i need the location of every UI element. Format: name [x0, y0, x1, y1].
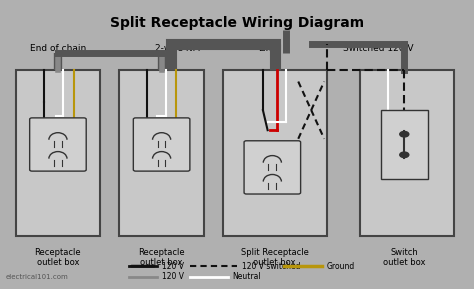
Text: 120 V: 120 V	[162, 262, 183, 271]
Text: 2-wire NM: 2-wire NM	[155, 44, 201, 53]
FancyBboxPatch shape	[16, 70, 100, 236]
Text: Receptacle
outlet box: Receptacle outlet box	[138, 248, 185, 267]
FancyBboxPatch shape	[223, 70, 327, 236]
Circle shape	[400, 152, 409, 158]
Text: 120 V: 120 V	[162, 272, 183, 281]
FancyBboxPatch shape	[119, 70, 204, 236]
Text: 120 V switched: 120 V switched	[242, 262, 300, 271]
FancyBboxPatch shape	[244, 141, 301, 194]
Text: Neutral: Neutral	[232, 272, 261, 281]
FancyBboxPatch shape	[133, 118, 190, 171]
Text: End of chain: End of chain	[30, 44, 86, 53]
Text: Switched 120 V: Switched 120 V	[343, 44, 414, 53]
Bar	[381, 110, 428, 179]
Circle shape	[400, 131, 409, 137]
Text: Switch
outlet box: Switch outlet box	[383, 248, 426, 267]
Text: Split Receptacle
outlet box: Split Receptacle outlet box	[241, 248, 309, 267]
Text: electrical101.com: electrical101.com	[6, 274, 69, 280]
Text: Line: Line	[258, 44, 277, 53]
FancyBboxPatch shape	[30, 118, 86, 171]
FancyBboxPatch shape	[359, 70, 454, 236]
Text: Ground: Ground	[327, 262, 355, 271]
Text: Receptacle
outlet box: Receptacle outlet box	[35, 248, 81, 267]
Text: Split Receptacle Wiring Diagram: Split Receptacle Wiring Diagram	[110, 16, 364, 30]
